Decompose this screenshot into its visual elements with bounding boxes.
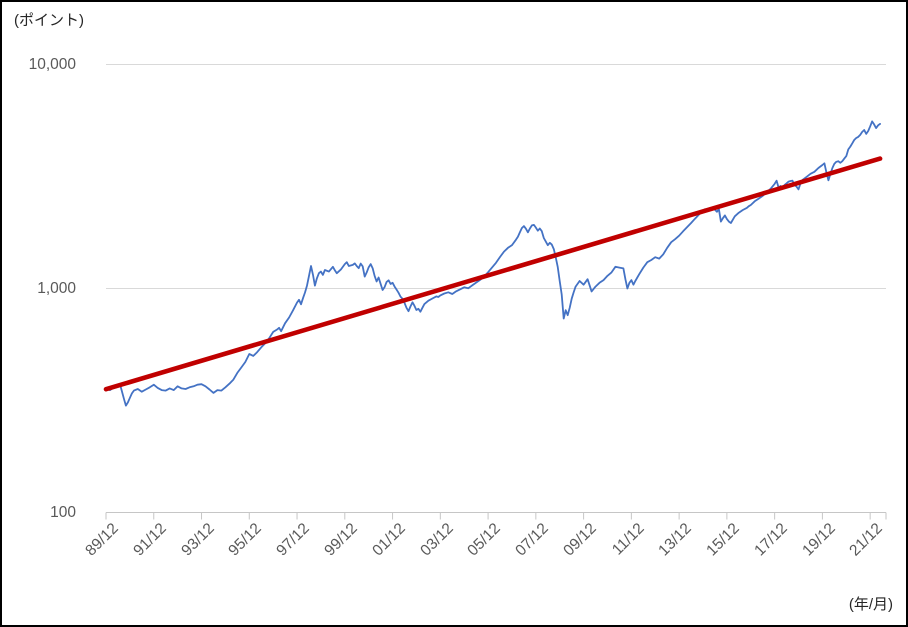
index-series-line xyxy=(105,120,881,407)
y-axis-tick-label: 1,000 xyxy=(37,279,76,297)
y-axis-tick-label: 100 xyxy=(50,503,76,521)
x-axis-unit-label: (年/月) xyxy=(848,596,893,613)
y-axis-tick-label: 10,000 xyxy=(28,55,76,73)
trend-series-line xyxy=(103,156,883,392)
y-axis-unit-label: (ポイント) xyxy=(14,12,84,29)
